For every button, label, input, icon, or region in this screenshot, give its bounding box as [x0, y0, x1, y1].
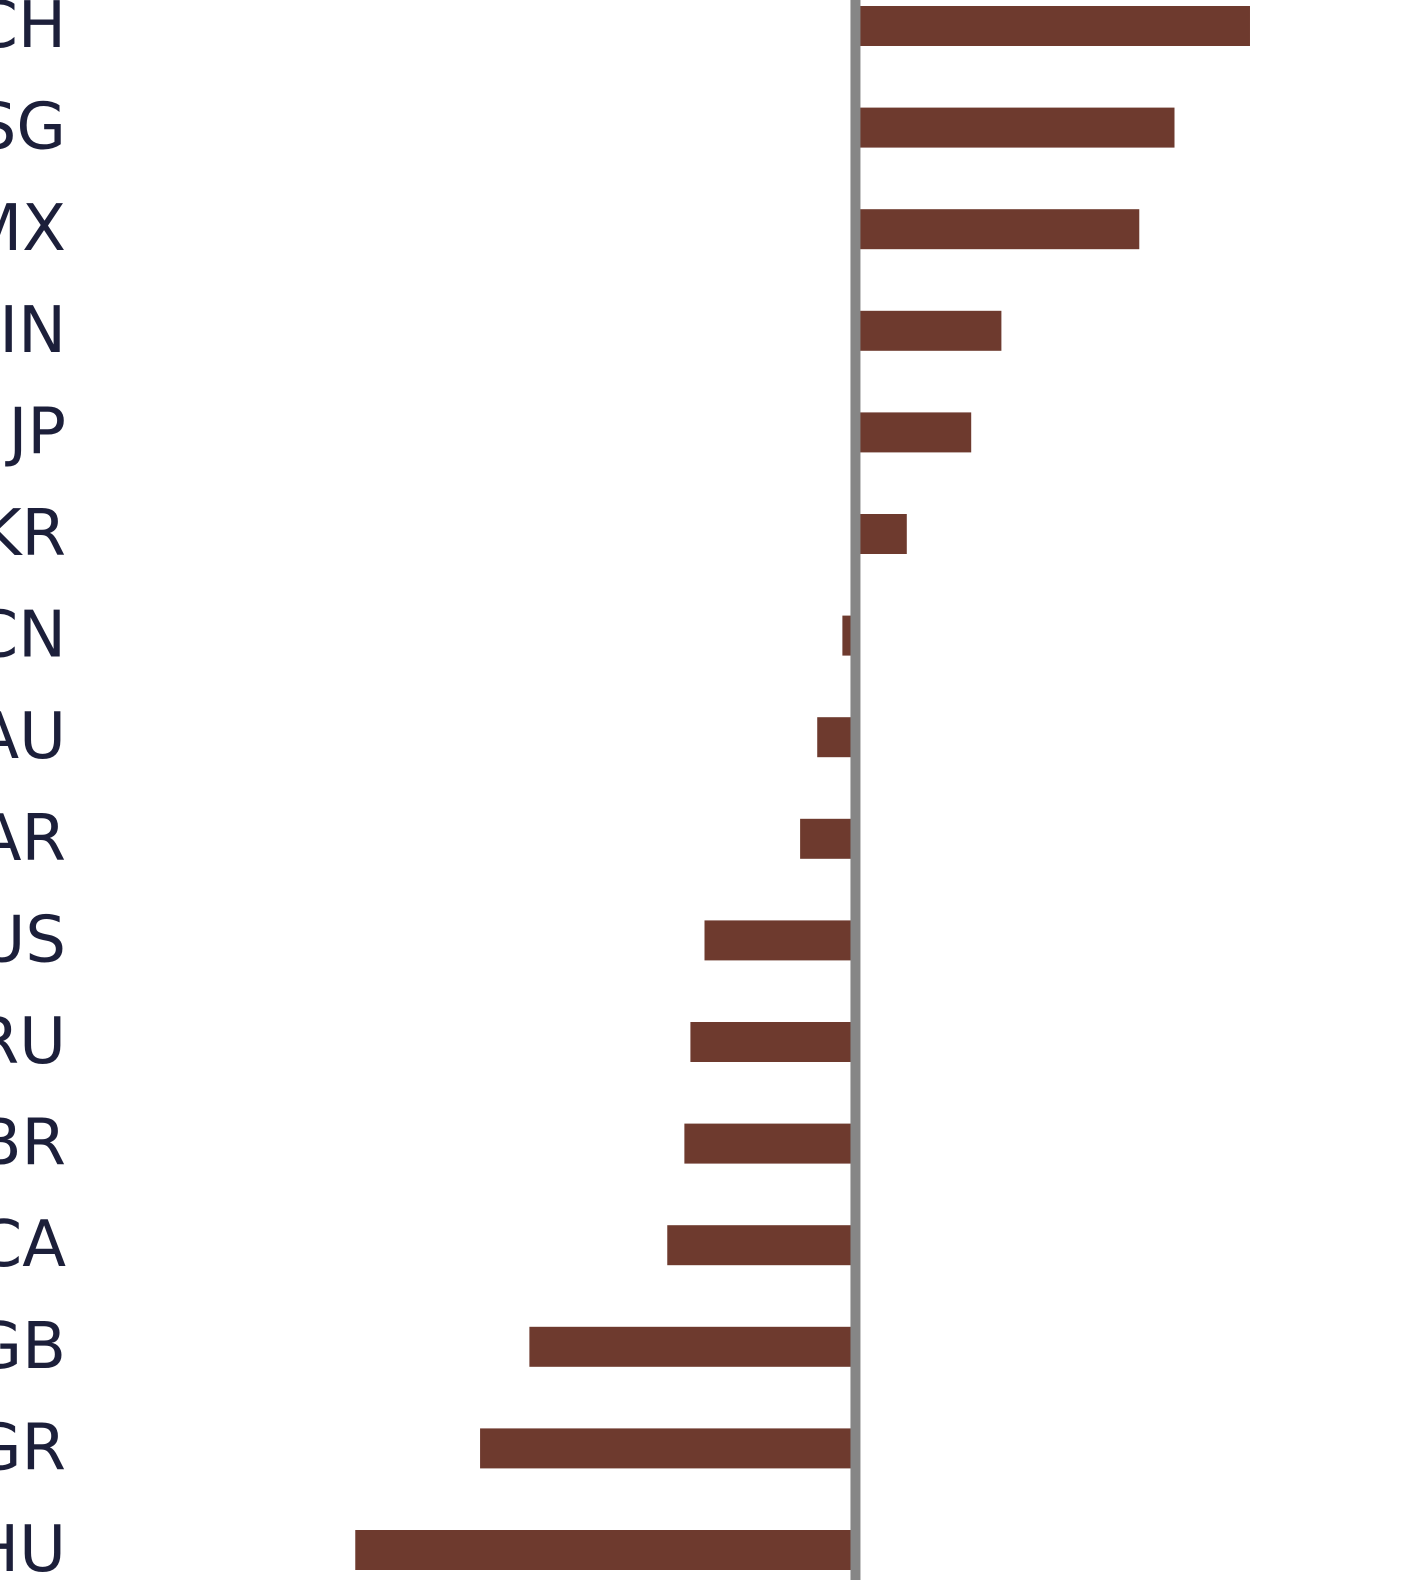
tick-label-kr: KR — [0, 497, 66, 571]
bar-br — [684, 1123, 856, 1164]
bar-in — [855, 310, 1002, 351]
tick-label-br: BR — [0, 1107, 66, 1181]
bar-ru — [690, 1022, 856, 1062]
category-labels-group: CH SG MX IN JP KR CN AU AR US RU BR CA GB GR HU — [0, 0, 66, 1580]
bar-sg — [855, 107, 1175, 148]
bar-ch — [855, 6, 1250, 46]
bar-gr — [480, 1428, 856, 1469]
tick-label-ru: RU — [0, 1005, 66, 1079]
bar-us — [704, 920, 856, 961]
tick-label-au: AU — [0, 700, 66, 774]
tick-label-mx: MX — [0, 192, 66, 266]
bar-ca — [667, 1225, 856, 1266]
tick-label-gb: GB — [0, 1310, 66, 1384]
bar-ar — [800, 818, 856, 859]
bar-kr — [855, 514, 907, 554]
tick-label-cn: CN — [0, 599, 66, 673]
bar-au — [817, 717, 856, 758]
tick-label-ca: CA — [0, 1208, 66, 1282]
bar-hu — [355, 1530, 856, 1570]
bar-jp — [855, 412, 972, 453]
bars-group — [355, 6, 1250, 1570]
tick-label-gr: GR — [0, 1411, 66, 1485]
tick-label-ch: CH — [0, 0, 66, 63]
tick-label-in: IN — [0, 294, 66, 368]
tick-label-us: US — [0, 903, 66, 977]
bar-mx — [855, 209, 1140, 250]
tick-label-hu: HU — [0, 1513, 66, 1580]
bar-gb — [529, 1326, 856, 1367]
tick-label-jp: JP — [5, 395, 66, 469]
tick-label-sg: SG — [0, 91, 66, 165]
tick-label-ar: AR — [0, 802, 66, 876]
